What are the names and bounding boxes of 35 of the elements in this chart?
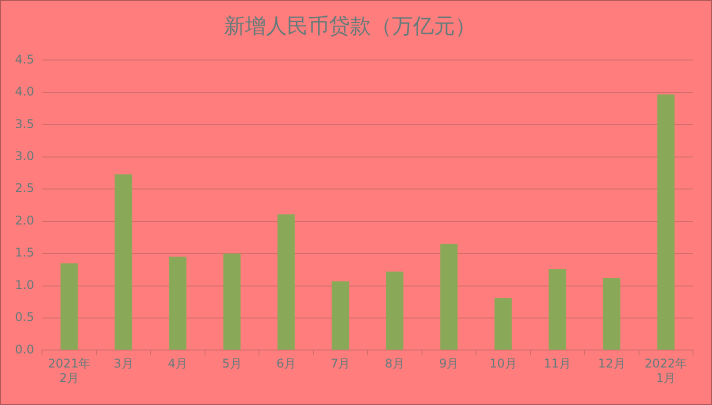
y-tick-label: 2.5 — [14, 181, 34, 196]
bar — [657, 94, 675, 350]
bar — [223, 254, 241, 350]
x-tick-label: 11月 — [544, 356, 572, 371]
chart-title: 新增人民币贷款（万亿元） — [224, 14, 476, 38]
y-tick-label: 4.0 — [14, 84, 34, 99]
x-tick-label: 2022年 1月 — [644, 356, 688, 385]
x-tick-label: 2021年 2月 — [48, 356, 90, 385]
y-tick-label: 1.5 — [14, 246, 34, 260]
x-tick-label: 8月 — [384, 356, 404, 371]
x-tick-label: 4月 — [168, 356, 188, 371]
x-tick-label: 5月 — [222, 356, 242, 371]
bar — [494, 298, 512, 350]
y-tick-label: 4.5 — [14, 52, 34, 66]
y-tick-label: 1.0 — [14, 278, 34, 292]
x-tick-label: 3月 — [114, 356, 134, 371]
y-tick-label: 0.5 — [14, 310, 34, 324]
bar — [278, 214, 295, 350]
bar — [602, 278, 620, 350]
bar — [386, 272, 404, 350]
bar — [60, 263, 78, 350]
y-tick-label: 3.0 — [14, 148, 34, 163]
y-tick-label: 2.0 — [14, 213, 34, 228]
bar — [169, 256, 186, 350]
x-tick-label: 9月 — [439, 356, 459, 371]
y-tick-label: 3.5 — [14, 116, 34, 131]
x-tick-label: 12月 — [598, 356, 626, 371]
x-tick-label: 7月 — [330, 356, 350, 371]
bar — [114, 174, 132, 350]
x-tick-label: 10月 — [490, 356, 517, 371]
bar — [548, 269, 566, 350]
x-tick-label: 6月 — [276, 356, 296, 371]
y-tick-label: 0.0 — [14, 342, 34, 356]
bar — [332, 281, 350, 350]
bar — [440, 244, 458, 350]
